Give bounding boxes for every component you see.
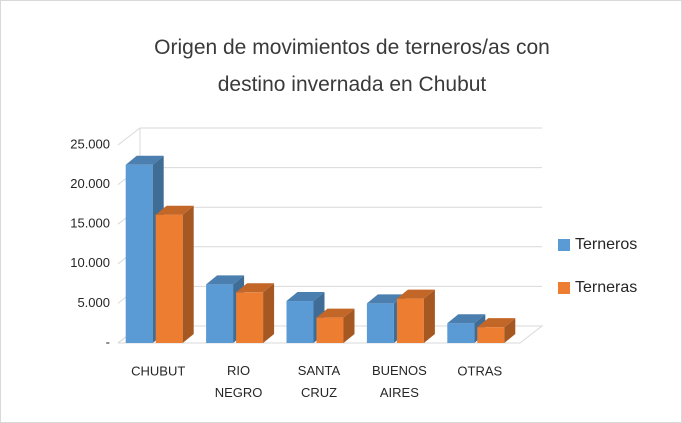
bar-top	[316, 308, 355, 318]
bar-front	[236, 292, 264, 343]
bar	[155, 205, 194, 343]
bar-side	[182, 205, 194, 343]
legend-label: Terneras	[575, 279, 637, 296]
bar-front	[206, 284, 234, 343]
bar-top	[286, 292, 325, 302]
bar-top	[206, 275, 245, 285]
bar-top	[396, 289, 435, 299]
bar	[125, 155, 164, 343]
x-tick-label: RIO NEGRO	[215, 363, 263, 400]
bar-side	[423, 289, 435, 343]
legend-swatch	[558, 239, 570, 251]
bar-front	[286, 301, 314, 343]
y-tick-label: 20.000	[70, 176, 110, 191]
bar	[236, 283, 275, 343]
y-tick-label: 5.000	[77, 295, 110, 310]
bar-top	[447, 314, 486, 324]
x-tick-label: SANTA CRUZ	[298, 363, 341, 400]
bar-side	[263, 283, 275, 343]
x-tick-label: BUENOS AIRES	[372, 363, 427, 400]
bar-front	[155, 214, 183, 343]
bar	[366, 294, 405, 343]
x-tick-label: OTRAS	[457, 363, 502, 378]
bar-front	[396, 298, 424, 343]
y-tick-label: 15.000	[70, 216, 110, 231]
bar-front	[366, 303, 394, 343]
y-tick-label: -	[106, 334, 110, 349]
legend-swatch	[558, 282, 570, 294]
y-tick-label: 10.000	[70, 255, 110, 270]
x-tick-label: CHUBUT	[131, 363, 185, 378]
bar-side	[504, 318, 516, 343]
bar-top	[236, 283, 275, 293]
bar	[316, 308, 355, 343]
bar-side	[343, 308, 355, 343]
bar-front	[477, 327, 505, 343]
bar-top	[155, 205, 194, 215]
chart-title: Origen de movimientos de terneros/as con…	[154, 36, 550, 96]
bar-top	[366, 294, 405, 304]
bar-top	[477, 318, 516, 328]
bar-front	[316, 317, 344, 343]
bar	[477, 318, 516, 343]
bar-front	[125, 164, 153, 343]
legend-label: Terneros	[575, 236, 637, 253]
y-tick-label: 25.000	[70, 136, 110, 151]
bar-top	[125, 155, 164, 165]
bar-front	[447, 323, 475, 343]
bar	[396, 289, 435, 343]
